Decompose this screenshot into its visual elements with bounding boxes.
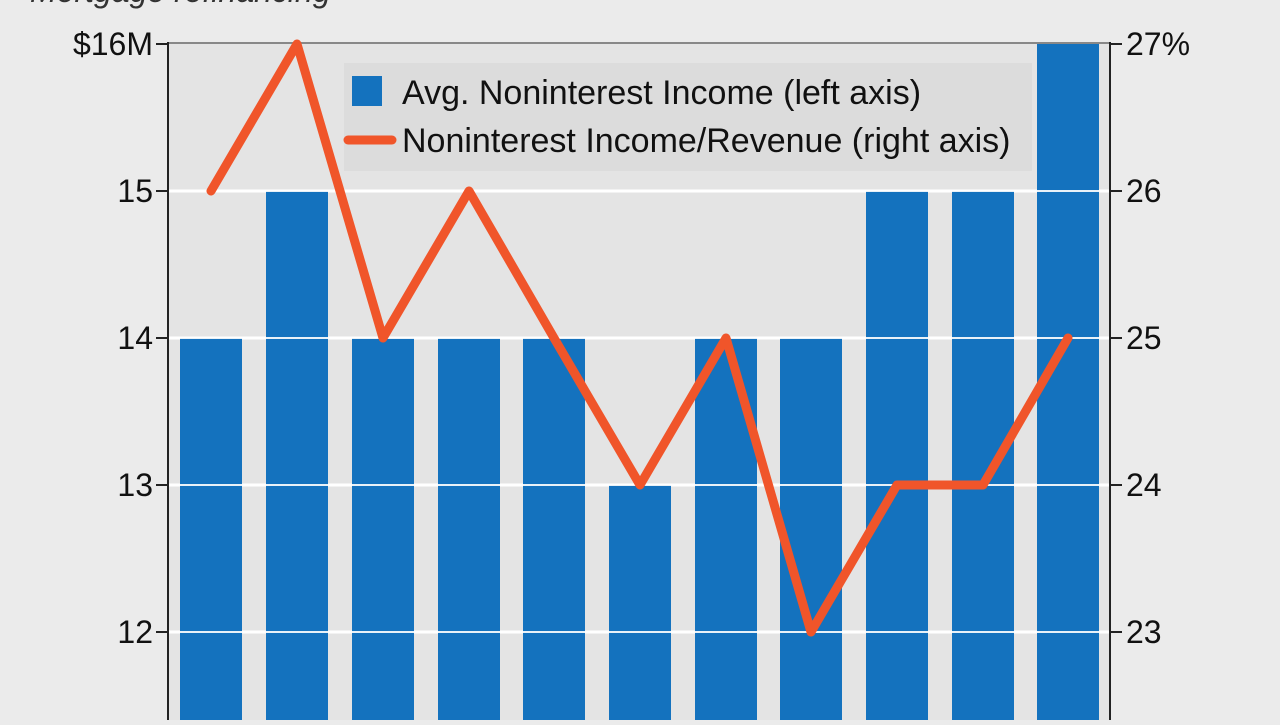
legend-label-bar: Avg. Noninterest Income (left axis) <box>402 74 921 112</box>
chart-subtitle: Mortgage refinancing <box>30 0 331 9</box>
bar-series <box>168 44 1110 720</box>
line-point-2 <box>296 43 298 45</box>
line-point-11 <box>1067 337 1069 339</box>
bar-5 <box>523 338 585 720</box>
right-tick-label-1: 24 <box>1126 467 1162 503</box>
right-tick-label-4: 27% <box>1126 26 1190 62</box>
left-tick-label-1: 13 <box>117 467 153 503</box>
left-tick-label-2: 14 <box>117 320 153 356</box>
line-point-4 <box>468 190 470 192</box>
legend-box <box>344 63 1032 171</box>
bar-3 <box>352 338 414 720</box>
bar-7 <box>695 338 757 720</box>
right-tick-label-2: 25 <box>1126 320 1162 356</box>
right-tick-label-0: 23 <box>1126 614 1162 650</box>
line-series <box>206 39 1073 637</box>
line-point-10 <box>982 484 984 486</box>
left-axis-ticks: 12 13 14 15 $16M <box>73 26 168 650</box>
bar-2 <box>266 191 328 720</box>
right-axis-ticks: 23 24 25 26 27% <box>1110 26 1190 650</box>
right-tick-label-3: 26 <box>1126 173 1162 209</box>
axes <box>167 42 1111 720</box>
legend: Avg. Noninterest Income (left axis) Noni… <box>343 63 1032 171</box>
bar-9 <box>866 191 928 720</box>
left-tick-label-4: $16M <box>73 26 153 62</box>
left-tick-label-0: 12 <box>117 614 153 650</box>
line-point-9 <box>896 484 898 486</box>
line-point-5 <box>553 337 555 339</box>
bar-1 <box>180 338 242 720</box>
line-point-8 <box>810 631 812 633</box>
bar-6 <box>609 485 671 720</box>
line-point-1 <box>210 190 212 192</box>
legend-label-line: Noninterest Income/Revenue (right axis) <box>402 122 1011 160</box>
bar-8 <box>780 338 842 720</box>
bar-4 <box>438 338 500 720</box>
line-point-7 <box>725 337 727 339</box>
legend-bar-swatch <box>352 76 382 106</box>
left-tick-label-3: 15 <box>117 173 153 209</box>
line-point-6 <box>639 484 641 486</box>
line-point-3 <box>382 337 384 339</box>
